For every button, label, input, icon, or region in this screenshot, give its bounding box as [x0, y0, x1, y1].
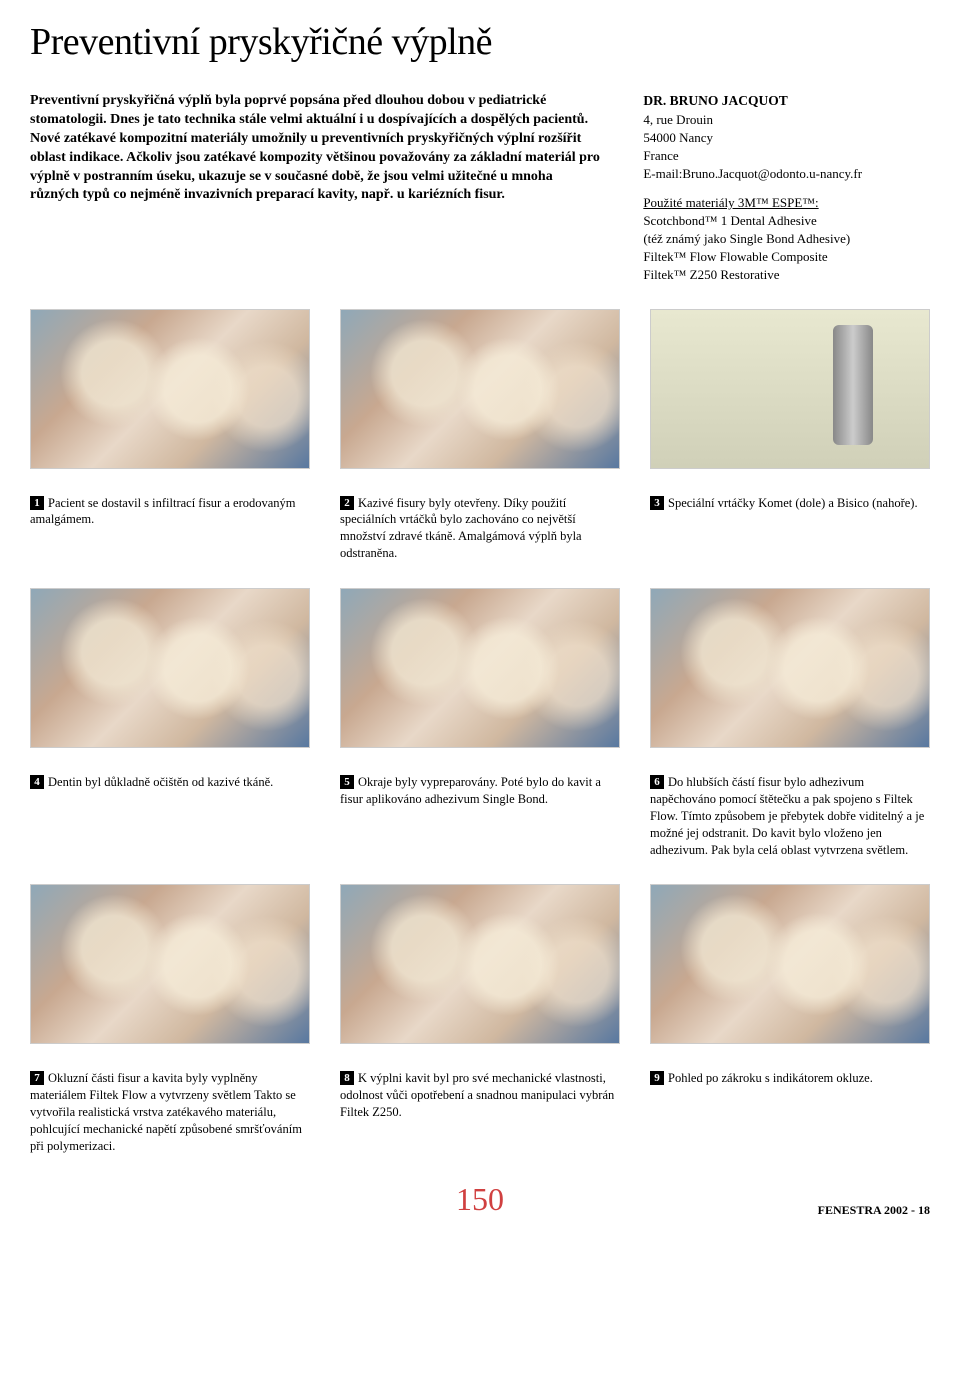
- author-box: DR. BRUNO JACQUOT 4, rue Drouin 54000 Na…: [643, 92, 930, 285]
- caption-2: 2Kazivé fisury byly otevřeny. Díky použi…: [340, 495, 620, 563]
- figure-6: [650, 588, 930, 756]
- badge-3: 3: [650, 496, 664, 510]
- figure-2: [340, 309, 620, 477]
- materials-header: Použité materiály 3M™ ESPE™:: [643, 194, 930, 212]
- caption-1-text: Pacient se dostavil s infiltrací fisur a…: [30, 496, 296, 527]
- clinical-photo-6: [650, 588, 930, 748]
- figure-1: [30, 309, 310, 477]
- caption-4: 4 Dentin byl důkladně očištěn od kazivé t…: [30, 774, 310, 858]
- caption-2-text: Kazivé fisury byly otevřeny. Díky použit…: [340, 496, 582, 561]
- clinical-photo-9: [650, 884, 930, 1044]
- clinical-photo-7: [30, 884, 310, 1044]
- page-number: 150: [330, 1181, 630, 1218]
- materials-item-2: Filtek™ Flow Flowable Composite: [643, 248, 930, 266]
- caption-4-text: Dentin byl důkladně očištěn od kazivé tk…: [48, 775, 273, 789]
- caption-3: 3 Speciální vrtáčky Komet (dole) a Bisico…: [650, 495, 930, 563]
- badge-6: 6: [650, 775, 664, 789]
- materials-item-3: Filtek™ Z250 Restorative: [643, 266, 930, 284]
- figure-9: [650, 884, 930, 1052]
- clinical-photo-8: [340, 884, 620, 1044]
- author-addr1: 4, rue Drouin: [643, 111, 930, 129]
- page-title: Preventivní pryskyřičné výplně: [30, 20, 930, 64]
- tools-photo: [650, 309, 930, 469]
- badge-8: 8: [340, 1071, 354, 1085]
- badge-2: 2: [340, 496, 354, 510]
- caption-6: 6Do hlubších částí fisur bylo adhezivum …: [650, 774, 930, 858]
- badge-9: 9: [650, 1071, 664, 1085]
- footer: 150 FENESTRA 2002 - 18: [30, 1181, 930, 1218]
- clinical-photo-4: [30, 588, 310, 748]
- caption-9-text: Pohled po zákroku s indikátorem okluze.: [668, 1071, 873, 1085]
- badge-5: 5: [340, 775, 354, 789]
- caption-8-text: K výplni kavit byl pro své mechanické vl…: [340, 1071, 614, 1119]
- badge-4: 4: [30, 775, 44, 789]
- badge-1: 1: [30, 496, 44, 510]
- intro-row: Preventivní pryskyřičná výplň byla poprv…: [30, 92, 930, 285]
- caption-8: 8K výplni kavit byl pro své mechanické v…: [340, 1070, 620, 1154]
- author-name: DR. BRUNO JACQUOT: [643, 92, 930, 111]
- clinical-photo-1: [30, 309, 310, 469]
- caption-5-text: Okraje byly vypreparovány. Poté bylo do …: [340, 775, 601, 806]
- author-addr2: 54000 Nancy: [643, 129, 930, 147]
- intro-paragraph: Preventivní pryskyřičná výplň byla poprv…: [30, 92, 603, 285]
- materials-item-0: Scotchbond™ 1 Dental Adhesive: [643, 212, 930, 230]
- caption-6-text: Do hlubších částí fisur bylo adhezivum n…: [650, 775, 924, 857]
- caption-7-text: Okluzní části fisur a kavita byly vyplně…: [30, 1071, 302, 1153]
- image-grid-2: 4 Dentin byl důkladně očištěn od kazivé t…: [30, 588, 930, 858]
- caption-7: 7Okluzní části fisur a kavita byly vypln…: [30, 1070, 310, 1154]
- figure-8: [340, 884, 620, 1052]
- caption-9: 9 Pohled po zákroku s indikátorem okluze.: [650, 1070, 930, 1154]
- materials-item-1: (též známý jako Single Bond Adhesive): [643, 230, 930, 248]
- author-email: E-mail:Bruno.Jacquot@odonto.u-nancy.fr: [643, 165, 930, 183]
- caption-3-text: Speciální vrtáčky Komet (dole) a Bisico …: [668, 496, 918, 510]
- figure-5: [340, 588, 620, 756]
- image-grid-1: 1Pacient se dostavil s infiltrací fisur …: [30, 309, 930, 563]
- badge-7: 7: [30, 1071, 44, 1085]
- author-addr3: France: [643, 147, 930, 165]
- figure-4: [30, 588, 310, 756]
- caption-5: 5Okraje byly vypreparovány. Poté bylo do…: [340, 774, 620, 858]
- publication-label: FENESTRA 2002 - 18: [630, 1203, 930, 1218]
- clinical-photo-2: [340, 309, 620, 469]
- figure-7: [30, 884, 310, 1052]
- image-grid-3: 7Okluzní části fisur a kavita byly vypln…: [30, 884, 930, 1154]
- figure-3: [650, 309, 930, 477]
- caption-1: 1Pacient se dostavil s infiltrací fisur …: [30, 495, 310, 563]
- clinical-photo-5: [340, 588, 620, 748]
